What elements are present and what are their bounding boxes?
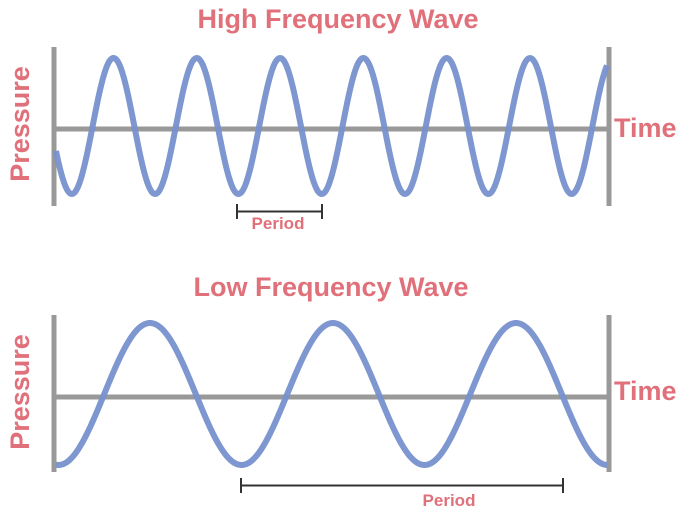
y-axis-label: Pressure bbox=[5, 66, 35, 182]
x-axis-label: Time bbox=[614, 376, 677, 406]
period-bracket bbox=[240, 478, 564, 493]
high-frequency-wave bbox=[53, 54, 610, 198]
panel-low-frequency: Low Frequency Wave Pressure Time Period bbox=[5, 272, 677, 510]
period-bracket bbox=[236, 204, 323, 219]
x-axis-label: Time bbox=[614, 113, 677, 143]
period-label: Period bbox=[252, 214, 305, 233]
period-label: Period bbox=[423, 491, 476, 510]
panel-title: High Frequency Wave bbox=[197, 4, 478, 34]
low-frequency-wave bbox=[55, 319, 608, 468]
panel-high-frequency: High Frequency Wave Pressure Time Period bbox=[5, 4, 677, 233]
panel-title: Low Frequency Wave bbox=[193, 272, 468, 302]
y-axis-label: Pressure bbox=[5, 334, 35, 450]
